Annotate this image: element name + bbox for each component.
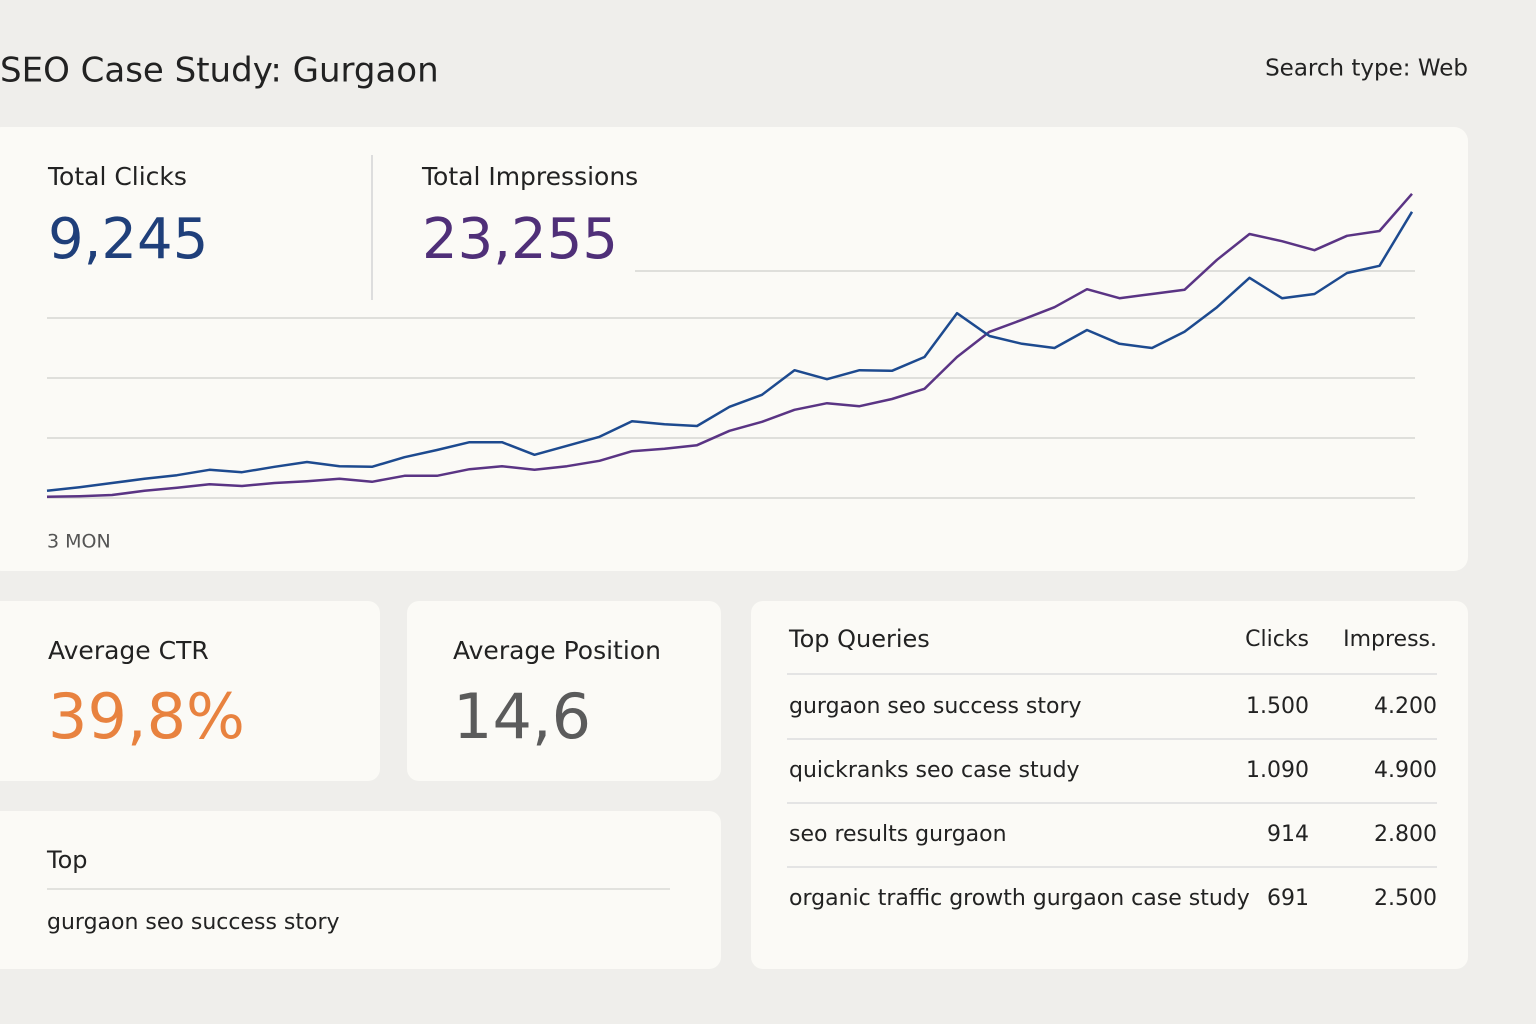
clicks-cell: 1.500	[1246, 694, 1309, 719]
page-title: SEO Case Study: Gurgaon	[0, 51, 439, 91]
top-item: gurgaon seo success story	[47, 910, 340, 935]
table-title: Top Queries	[788, 625, 930, 653]
impressions-cell: 4.200	[1374, 694, 1437, 719]
query: gurgaon seo success story	[789, 694, 1082, 719]
chart-card	[0, 127, 1468, 571]
clicks-cell: 914	[1267, 822, 1309, 847]
clicks-cell: 1.090	[1246, 758, 1309, 783]
ctr-card	[0, 601, 380, 781]
impressions-cell: 4.900	[1374, 758, 1437, 783]
metric-value: 9,245	[48, 207, 208, 272]
metric-value: 14,6	[453, 680, 591, 753]
metric-value: 39,8%	[48, 680, 245, 753]
metric-label: Average CTR	[48, 636, 209, 665]
column-header: Impress.	[1343, 627, 1437, 652]
metric-label: Total Impressions	[421, 162, 638, 191]
metric-value: 23,255	[422, 207, 618, 272]
queries-card	[751, 601, 1468, 969]
metric-label: Total Clicks	[47, 162, 187, 191]
query: organic traffic growth gurgaon case stud…	[789, 886, 1250, 911]
x-axis-label: 3 MON	[47, 531, 111, 553]
clicks-cell: 691	[1267, 886, 1309, 911]
query: seo results gurgaon	[789, 822, 1007, 847]
query: quickranks seo case study	[789, 758, 1080, 783]
column-header: Clicks	[1245, 627, 1309, 652]
position-card	[407, 601, 721, 781]
series-line	[46, 192, 1413, 499]
card-title: Top	[46, 846, 88, 874]
metric-label: Average Position	[453, 636, 661, 665]
impressions-cell: 2.500	[1374, 886, 1437, 911]
series-line	[46, 211, 1414, 493]
search-type: Search type: Web	[1265, 56, 1468, 82]
impressions-cell: 2.800	[1374, 822, 1437, 847]
